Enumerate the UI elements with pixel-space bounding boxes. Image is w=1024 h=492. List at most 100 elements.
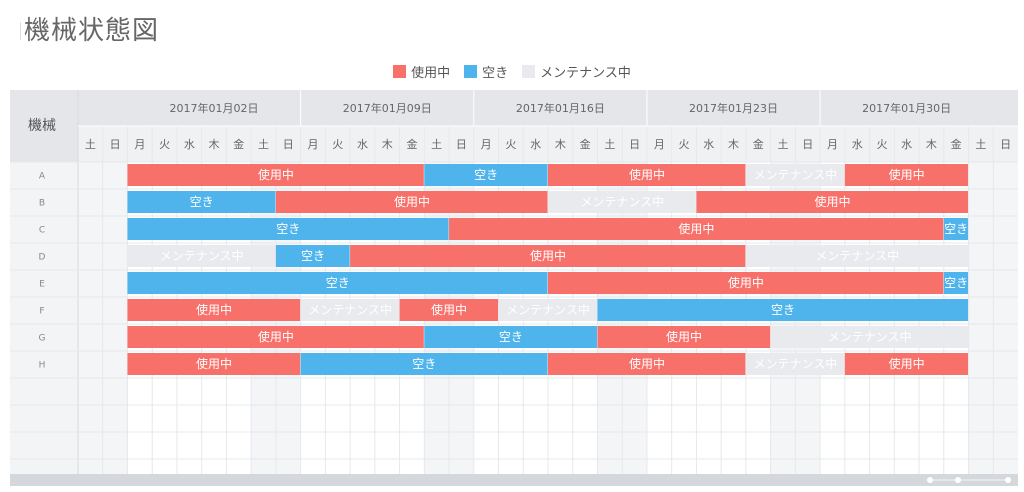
task-bar-label: 空き [326, 276, 350, 290]
day-tick-label: 金 [753, 137, 764, 151]
week-tick-label: 2017年01月23日 [689, 101, 778, 115]
day-tick-label: 木 [728, 138, 739, 151]
zoom-slider-start-handle[interactable] [927, 477, 933, 483]
legend: 使用中 空き メンテナンス中 [0, 62, 1024, 81]
task-bar-label: 使用中 [629, 356, 665, 371]
task-bar-label: メンテナンス中 [160, 248, 244, 263]
task-bar [548, 353, 746, 375]
legend-swatch-free [464, 65, 478, 78]
task-bar [770, 326, 969, 348]
task-bar-label: 空き [944, 276, 968, 290]
row-label-column [10, 162, 78, 474]
day-tick-label: 水 [530, 138, 541, 151]
day-tick-label: 日 [456, 138, 467, 151]
row-tick-label: G [39, 334, 46, 344]
legend-swatch-in-use [393, 65, 407, 78]
day-tick-label: 水 [184, 138, 195, 151]
day-tick-label: 水 [703, 138, 714, 151]
task-bar-label: 使用中 [196, 356, 232, 371]
day-tick-label: 火 [679, 138, 690, 151]
day-tick-label: 木 [209, 138, 220, 151]
row-tick-label: B [39, 199, 45, 209]
day-tick-label: 日 [802, 138, 813, 151]
task-bar [943, 218, 969, 240]
task-bar-label: メンテナンス中 [308, 302, 392, 317]
day-tick-label: 月 [308, 138, 319, 151]
task-bar [844, 353, 969, 375]
task-bar-label: メンテナンス中 [753, 167, 837, 182]
day-tick-label: 火 [876, 138, 887, 151]
zoom-slider-end-handle[interactable] [1005, 477, 1011, 483]
day-tick-label: 土 [778, 138, 789, 151]
task-bar [745, 353, 845, 375]
day-tick-label: 木 [382, 138, 393, 151]
weekend-column [968, 162, 994, 474]
task-bar-label: 使用中 [530, 248, 566, 263]
day-tick-label: 水 [901, 138, 912, 151]
day-tick-label: 日 [629, 138, 640, 151]
task-bar [127, 326, 424, 348]
task-bar [548, 164, 746, 186]
task-bar-label: 使用中 [814, 194, 850, 209]
day-tick-label: 土 [604, 138, 615, 151]
day-tick-label: 金 [580, 137, 591, 151]
day-tick-label: 月 [134, 138, 145, 151]
weekend-column [102, 162, 128, 474]
task-bar-label: 空き [301, 249, 325, 263]
task-bar-label: 使用中 [728, 275, 764, 290]
row-tick-label: C [39, 226, 45, 236]
task-bar-label: 空き [276, 222, 300, 236]
task-bar [127, 272, 548, 294]
task-bar [498, 299, 597, 321]
task-bar [424, 164, 548, 186]
task-bar [597, 326, 771, 348]
task-bar [127, 353, 301, 375]
task-bar-label: 使用中 [629, 167, 665, 182]
task-bar [275, 245, 350, 267]
task-bar [127, 245, 276, 267]
week-tick-label: 2017年01月16日 [516, 101, 605, 115]
task-bar-label: 空き [190, 195, 214, 209]
day-tick-label: 木 [555, 138, 566, 151]
task-bar-label: メンテナンス中 [580, 194, 664, 209]
day-tick-label: 土 [258, 138, 269, 151]
task-bar-label: メンテナンス中 [828, 329, 912, 344]
zoom-slider-handle[interactable] [955, 477, 961, 483]
legend-label-maintenance: メンテナンス中 [540, 66, 631, 81]
task-bar-label: 空き [499, 330, 523, 344]
day-tick-label: 金 [406, 137, 417, 151]
legend-label-free: 空き [482, 66, 509, 81]
title-accent [20, 22, 21, 40]
task-bar [696, 191, 969, 213]
legend-swatch-maintenance [522, 65, 536, 78]
task-bar-label: 空き [944, 222, 968, 236]
task-bar-label: 使用中 [889, 356, 925, 371]
legend-item-maintenance[interactable]: メンテナンス中 [522, 62, 631, 81]
task-bar-label: 使用中 [678, 221, 714, 236]
legend-item-in-use[interactable]: 使用中 [393, 62, 450, 81]
day-tick-label: 日 [283, 138, 294, 151]
week-tick-label: 2017年01月09日 [343, 101, 432, 115]
row-tick-label: F [39, 307, 44, 317]
task-bar-label: メンテナンス中 [815, 248, 899, 263]
day-tick-label: 木 [926, 138, 937, 151]
row-tick-label: H [39, 361, 46, 371]
task-bar-label: 使用中 [258, 167, 294, 182]
horizontal-scrollbar[interactable] [10, 474, 1018, 486]
page-title: 機械状態図 [24, 16, 160, 46]
row-tick-label: D [39, 253, 46, 263]
legend-label-in-use: 使用中 [411, 66, 451, 81]
day-tick-label: 土 [85, 138, 96, 151]
day-tick-label: 金 [951, 137, 962, 151]
task-bar [597, 299, 969, 321]
day-tick-label: 水 [852, 138, 863, 151]
task-bar-label: 使用中 [258, 329, 294, 344]
task-bar [399, 299, 499, 321]
legend-item-free[interactable]: 空き [464, 62, 508, 81]
row-tick-label: E [39, 280, 45, 290]
day-tick-label: 水 [357, 138, 368, 151]
task-bar [275, 191, 548, 213]
day-tick-label: 土 [975, 138, 986, 151]
task-bar [745, 164, 845, 186]
day-tick-label: 月 [654, 138, 665, 151]
